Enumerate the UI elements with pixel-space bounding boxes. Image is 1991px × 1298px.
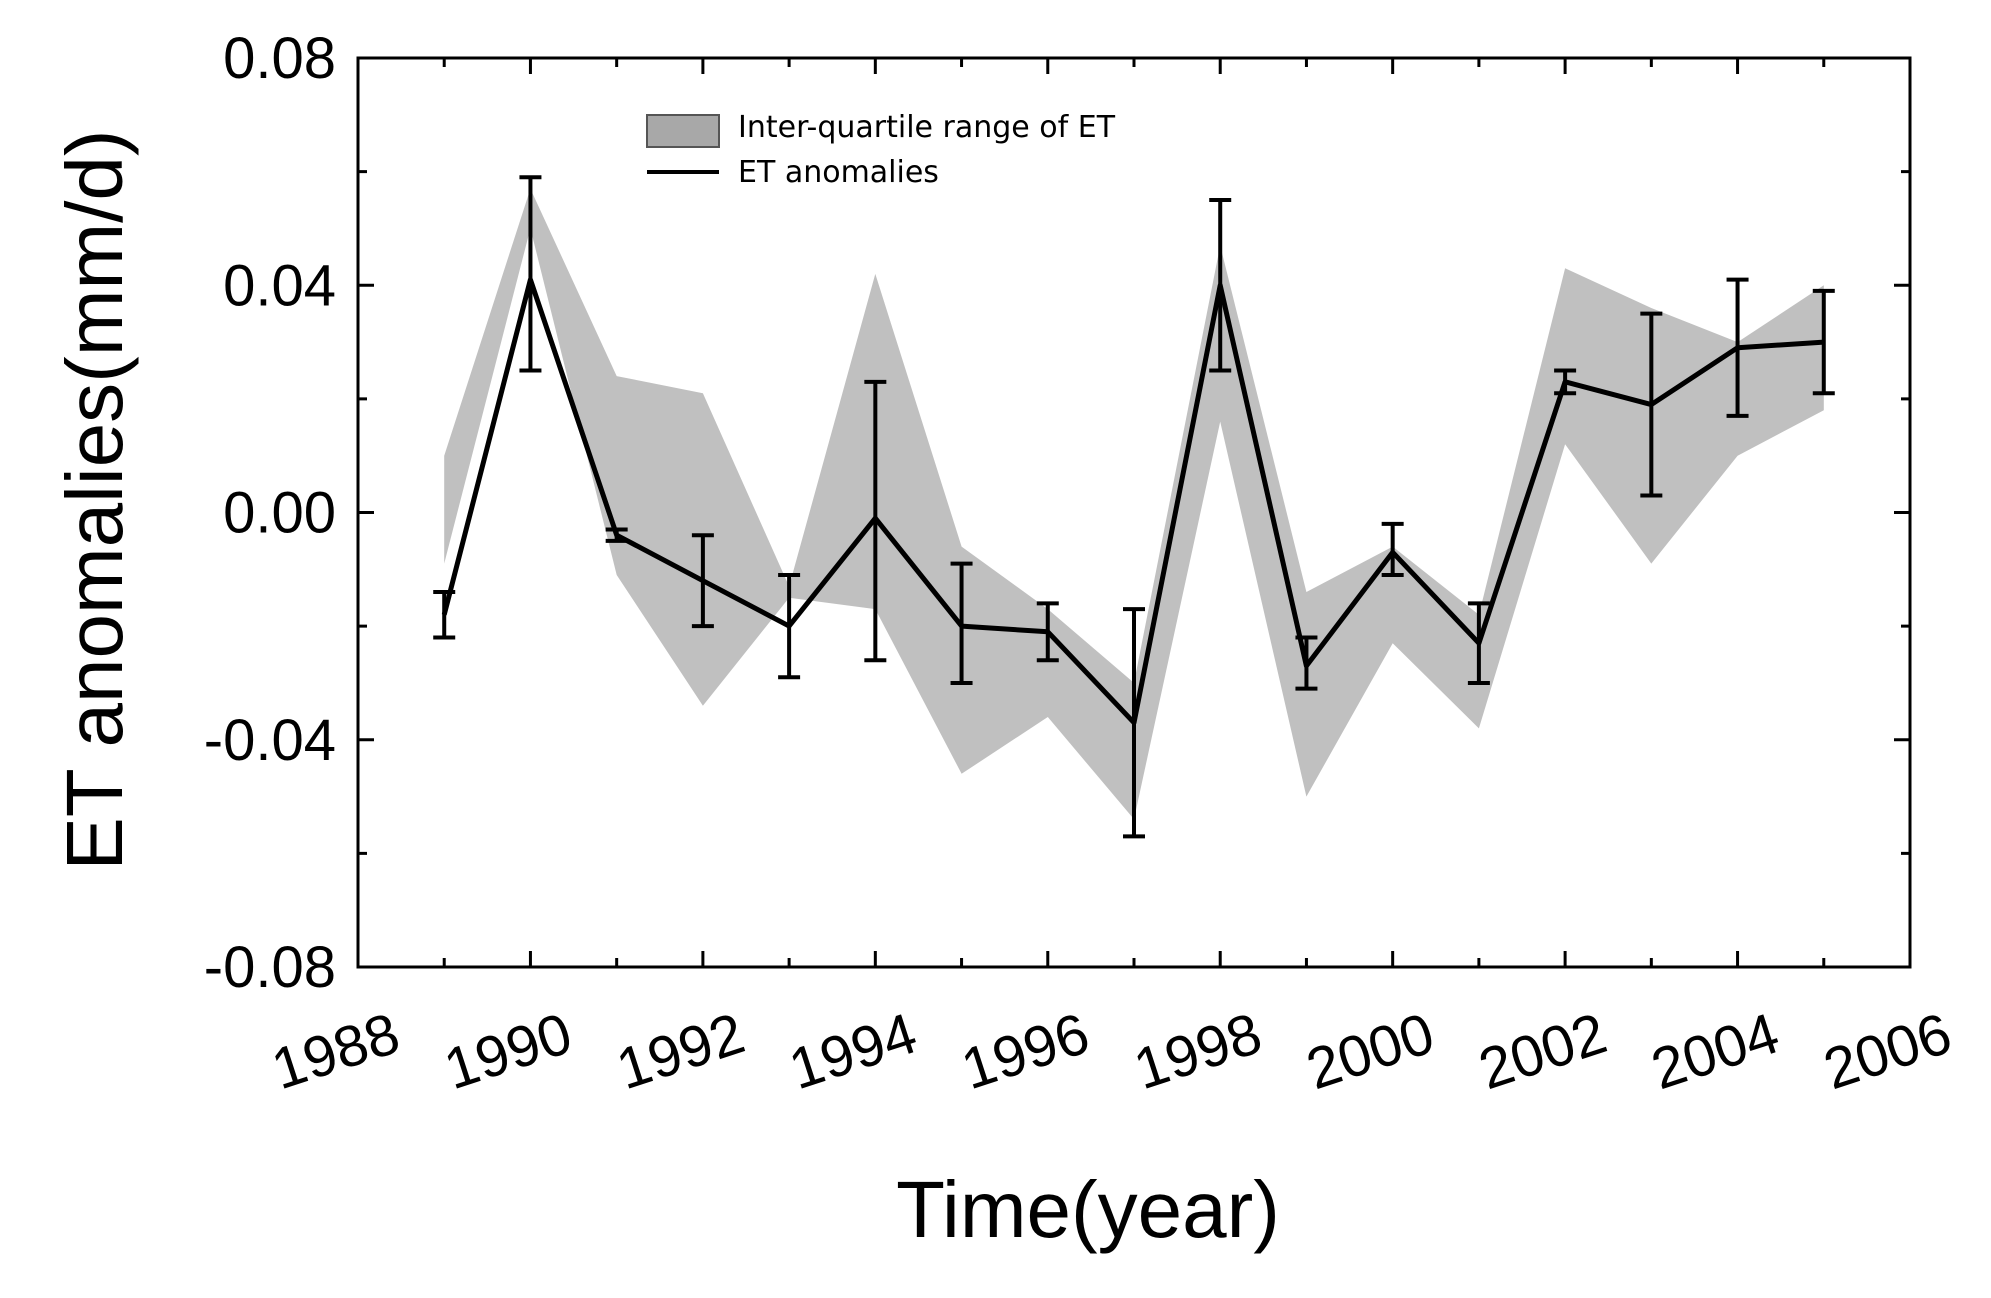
error-bar	[1467, 601, 1490, 685]
error-bar	[1209, 198, 1232, 373]
legend-band-swatch	[646, 114, 720, 148]
y-tick-label: -0.08	[204, 935, 336, 1000]
x-tick-label: 1996	[954, 1001, 1097, 1103]
axis-ticks-layer	[356, 56, 1912, 969]
x-tick-label: 2006	[1816, 1001, 1959, 1103]
error-bar	[1554, 368, 1577, 396]
y-tick-label: 0.04	[223, 253, 336, 318]
legend-line-label: ET anomalies	[738, 155, 939, 190]
x-tick-label: 2002	[1471, 1001, 1614, 1103]
x-tick-label: 1994	[782, 1001, 925, 1103]
y-tick-label: 0.00	[223, 481, 336, 546]
y-axis-title: ET anomalies(mm/d)	[50, 130, 139, 871]
error-bar	[1812, 288, 1835, 396]
x-tick-labels: 1988 1990 1992 1994 1996 1998 2000 2002 2004 2006	[264, 1001, 1959, 1103]
y-tick-labels: 0.08 0.04 0.00 -0.04 -0.08	[204, 26, 336, 1000]
x-tick-label: 1988	[264, 1001, 407, 1103]
x-tick-label: 1998	[1126, 1001, 1269, 1103]
error-bar	[605, 527, 628, 543]
error-bar	[1295, 635, 1318, 691]
x-tick-label: 1992	[609, 1001, 752, 1103]
error-bar	[1036, 601, 1059, 663]
x-axis-title: Time(year)	[896, 1165, 1280, 1254]
error-bar	[433, 590, 456, 640]
error-bar	[950, 561, 973, 685]
error-bars-layer	[433, 175, 1835, 839]
x-tick-label: 2000	[1299, 1001, 1442, 1103]
error-bar	[778, 572, 801, 680]
y-tick-label: 0.08	[223, 26, 336, 91]
x-tick-label: 1990	[437, 1001, 580, 1103]
legend: Inter-quartile range of ET ET anomalies	[646, 110, 1116, 190]
legend-band-label: Inter-quartile range of ET	[738, 110, 1116, 145]
x-tick-label: 2004	[1644, 1001, 1787, 1103]
y-tick-label: -0.04	[204, 708, 336, 773]
error-bar	[1640, 311, 1663, 498]
error-bar	[864, 379, 887, 663]
error-bar	[519, 175, 542, 373]
error-bar	[1726, 277, 1749, 418]
error-bar	[1123, 607, 1145, 839]
error-bar	[691, 533, 714, 629]
error-bar	[1381, 521, 1404, 577]
